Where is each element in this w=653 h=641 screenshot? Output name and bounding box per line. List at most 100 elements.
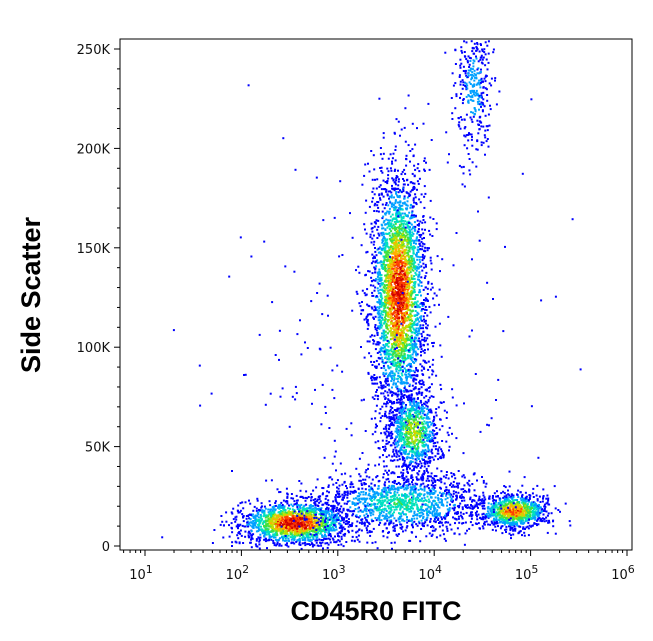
- event-dot: [311, 517, 314, 520]
- event-dot: [406, 276, 409, 279]
- event-dot: [390, 258, 393, 261]
- event-dot: [411, 302, 414, 305]
- event-dot: [403, 168, 406, 171]
- event-dot: [284, 537, 287, 540]
- event-dot: [405, 229, 408, 232]
- event-dot: [412, 232, 415, 235]
- event-dot: [397, 330, 400, 333]
- event-dot: [265, 524, 268, 527]
- event-dot: [388, 249, 391, 251]
- event-dot: [232, 507, 235, 510]
- event-dot: [385, 325, 388, 327]
- event-dot: [384, 264, 387, 267]
- event-dot: [265, 520, 268, 523]
- event-dot: [257, 530, 260, 533]
- event-dot: [249, 518, 252, 521]
- event-dot: [403, 394, 406, 396]
- event-dot: [339, 523, 342, 526]
- event-dot: [303, 504, 306, 507]
- event-dot: [261, 532, 264, 535]
- event-dot: [384, 348, 387, 351]
- event-dot: [294, 533, 297, 536]
- event-dot: [413, 164, 416, 167]
- event-dot: [399, 190, 402, 193]
- event-dot: [402, 330, 405, 332]
- event-dot: [293, 527, 296, 530]
- event-dot: [401, 234, 403, 237]
- event-dot: [338, 535, 341, 538]
- event-dot: [382, 332, 385, 335]
- event-dot: [395, 336, 398, 338]
- event-dot: [327, 543, 330, 546]
- event-dot: [294, 522, 297, 525]
- event-dot: [311, 545, 314, 548]
- event-dot: [414, 215, 417, 218]
- event-dot: [411, 206, 414, 209]
- event-dot: [390, 334, 393, 337]
- event-dot: [307, 496, 310, 498]
- event-dot: [405, 238, 408, 241]
- event-dot: [376, 376, 378, 379]
- event-dot: [351, 529, 354, 532]
- event-dot: [415, 242, 417, 245]
- event-dot: [384, 306, 387, 309]
- event-dot: [402, 275, 405, 278]
- event-dot: [407, 297, 410, 300]
- event-dot: [415, 358, 418, 361]
- event-dot: [418, 390, 421, 393]
- event-dot: [390, 284, 393, 287]
- event-dot: [299, 544, 302, 546]
- event-dot: [234, 516, 237, 519]
- event-dot: [406, 221, 409, 224]
- event-dot: [314, 539, 317, 542]
- event-dot: [383, 345, 386, 348]
- event-dot: [381, 157, 384, 160]
- event-dot: [409, 160, 411, 163]
- event-dot: [397, 178, 400, 181]
- event-dot: [413, 201, 416, 204]
- event-dot: [428, 417, 431, 420]
- event-dot: [394, 205, 397, 208]
- event-dot: [286, 523, 288, 526]
- event-dot: [255, 539, 258, 542]
- event-dot: [397, 248, 400, 251]
- event-dot: [403, 481, 406, 484]
- event-dot: [291, 508, 294, 511]
- event-dot: [388, 295, 391, 298]
- event-dot: [409, 206, 412, 209]
- event-dot: [294, 524, 297, 527]
- event-dot: [241, 501, 244, 504]
- event-dot: [403, 367, 406, 370]
- event-dot: [377, 247, 380, 250]
- event-dot: [363, 223, 366, 226]
- event-dot: [397, 241, 400, 244]
- event-dot: [394, 145, 397, 148]
- event-dot: [331, 529, 333, 532]
- event-dot: [413, 286, 416, 288]
- event-dot: [278, 511, 281, 514]
- event-dot: [408, 228, 411, 231]
- event-dot: [395, 364, 398, 367]
- event-dot: [421, 412, 424, 415]
- event-dot: [400, 372, 403, 375]
- event-dot: [433, 304, 436, 307]
- event-dot: [274, 536, 277, 539]
- event-dot: [237, 504, 240, 507]
- event-dot: [405, 154, 408, 157]
- event-dot: [386, 279, 389, 282]
- event-dot: [391, 279, 394, 282]
- event-dot: [370, 262, 373, 265]
- event-dot: [406, 271, 409, 274]
- event-dot: [382, 386, 385, 389]
- event-dot: [411, 210, 414, 213]
- event-dot: [405, 345, 407, 348]
- event-dot: [260, 515, 263, 518]
- event-dot: [291, 505, 294, 508]
- event-dot: [382, 329, 385, 332]
- event-dot: [388, 197, 390, 200]
- event-dot: [231, 531, 234, 534]
- event-dot: [392, 179, 395, 182]
- event-dot: [285, 532, 288, 535]
- event-dot: [402, 283, 405, 286]
- event-dot: [395, 416, 398, 419]
